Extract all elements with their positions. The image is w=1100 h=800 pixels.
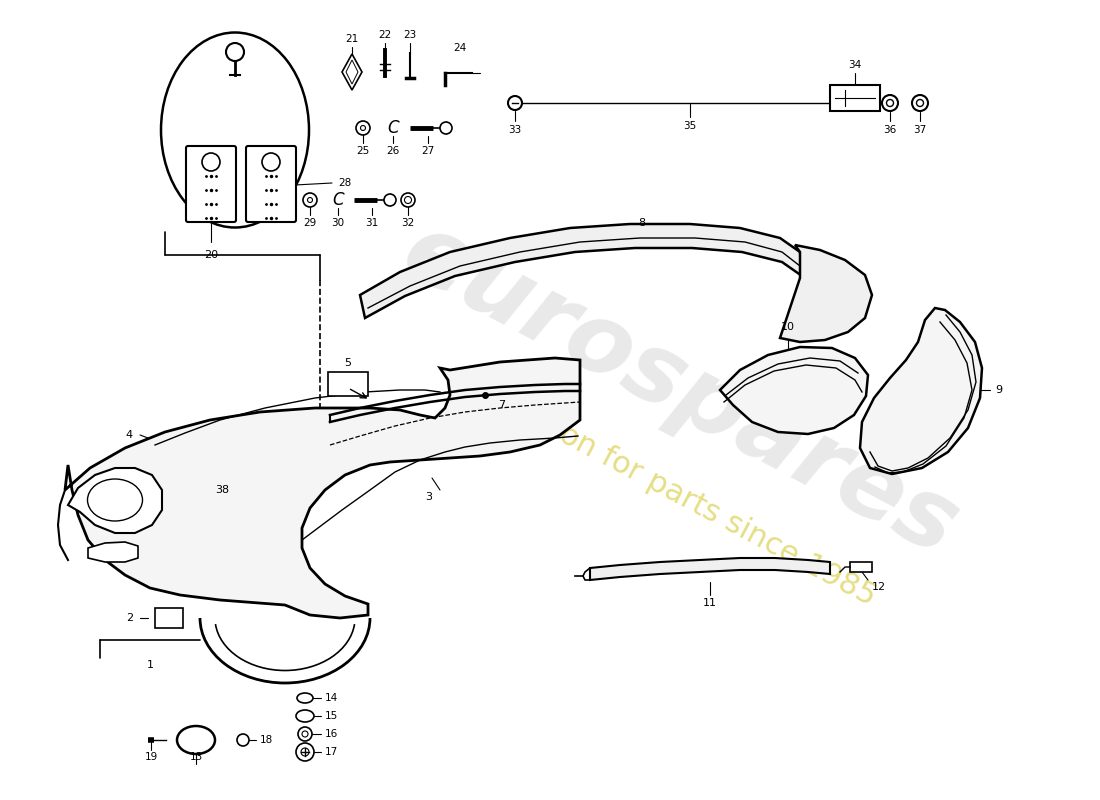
Text: C: C <box>387 119 399 137</box>
Text: 26: 26 <box>386 146 399 156</box>
Text: 36: 36 <box>883 125 896 135</box>
Text: 32: 32 <box>402 218 415 228</box>
Text: 8: 8 <box>638 218 645 228</box>
FancyBboxPatch shape <box>186 146 236 222</box>
Text: 38: 38 <box>214 485 229 495</box>
Text: 31: 31 <box>365 218 378 228</box>
Circle shape <box>440 122 452 134</box>
Polygon shape <box>860 308 982 474</box>
Polygon shape <box>360 224 802 318</box>
Text: 14: 14 <box>324 693 339 703</box>
Text: 24: 24 <box>453 43 466 53</box>
Text: 25: 25 <box>356 146 370 156</box>
Text: 2: 2 <box>125 613 133 623</box>
Text: 33: 33 <box>508 125 521 135</box>
Text: 1: 1 <box>146 660 154 670</box>
Text: 23: 23 <box>404 30 417 40</box>
Text: 11: 11 <box>703 598 717 608</box>
Text: 19: 19 <box>144 752 157 762</box>
Text: 27: 27 <box>421 146 434 156</box>
Polygon shape <box>720 347 868 434</box>
FancyBboxPatch shape <box>246 146 296 222</box>
Text: P: P <box>165 613 173 623</box>
Text: 20: 20 <box>204 250 218 260</box>
Text: C: C <box>332 191 344 209</box>
Text: 18: 18 <box>260 735 273 745</box>
Text: 30: 30 <box>331 218 344 228</box>
Text: 21: 21 <box>345 34 359 44</box>
Text: 37: 37 <box>913 125 926 135</box>
Text: 17: 17 <box>324 747 339 757</box>
Text: 6: 6 <box>328 385 336 395</box>
Text: 3: 3 <box>425 492 432 502</box>
Circle shape <box>508 96 522 110</box>
Text: 35: 35 <box>683 121 696 131</box>
Ellipse shape <box>161 33 309 227</box>
Text: a passion for parts since 1985: a passion for parts since 1985 <box>460 369 880 611</box>
Bar <box>850 562 872 572</box>
Text: 22: 22 <box>378 30 392 40</box>
Text: 5: 5 <box>344 358 352 368</box>
Bar <box>155 608 183 628</box>
Text: 28: 28 <box>338 178 351 188</box>
Text: 29: 29 <box>304 218 317 228</box>
Polygon shape <box>780 245 872 342</box>
Polygon shape <box>88 542 138 562</box>
Text: 10: 10 <box>781 322 795 332</box>
FancyBboxPatch shape <box>830 85 880 111</box>
Text: 4: 4 <box>125 430 133 440</box>
Bar <box>328 372 369 396</box>
Text: 16: 16 <box>324 729 339 739</box>
Text: 7: 7 <box>498 400 505 410</box>
Text: eurospares: eurospares <box>386 205 974 575</box>
Circle shape <box>402 193 415 207</box>
Text: 34: 34 <box>848 60 861 70</box>
Polygon shape <box>342 54 362 90</box>
Text: 15: 15 <box>324 711 339 721</box>
Circle shape <box>226 43 244 61</box>
Polygon shape <box>65 358 580 618</box>
Text: 13: 13 <box>189 752 202 762</box>
Text: 9: 9 <box>996 385 1002 395</box>
Polygon shape <box>68 468 162 533</box>
Circle shape <box>384 194 396 206</box>
Circle shape <box>882 95 898 111</box>
Circle shape <box>912 95 928 111</box>
Polygon shape <box>590 558 830 580</box>
Text: 12: 12 <box>872 582 887 592</box>
